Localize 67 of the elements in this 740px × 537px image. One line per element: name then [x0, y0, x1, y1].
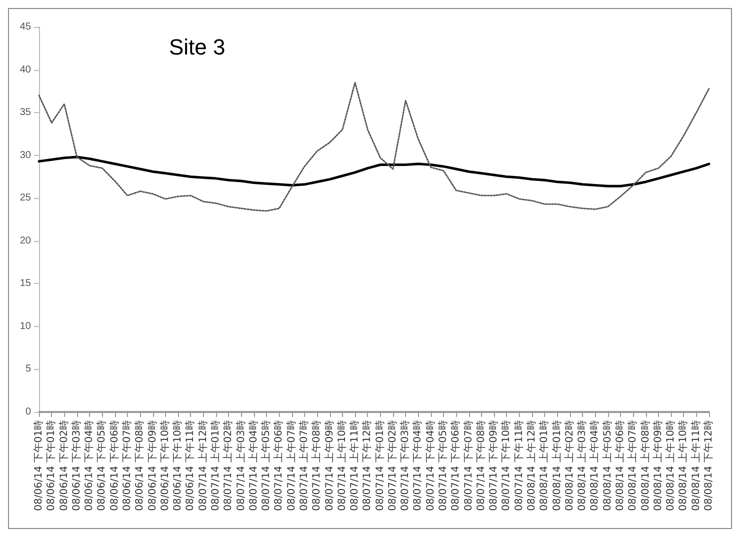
- x-tick-label: 08/07/14 上午11時: [348, 420, 361, 511]
- x-tick-label: 08/07/14 上午05時: [260, 420, 272, 511]
- x-tick-label: 08/08/14 上午06時: [614, 420, 626, 511]
- y-tick-label: 45: [20, 22, 32, 32]
- x-tick-label: 08/08/14 上午02時: [563, 420, 576, 511]
- x-tick-label: 08/08/14 上午01時: [550, 420, 563, 511]
- x-tick-label: 08/07/14 上午08時: [310, 420, 323, 511]
- x-tick-label: 08/06/14 下午02時: [58, 420, 70, 511]
- x-tick-label: 08/08/14 上午07時: [626, 420, 639, 511]
- x-tick-label: 08/06/14 下午10時: [158, 420, 171, 511]
- x-tick-label: 08/08/14 上午10時: [677, 420, 690, 511]
- x-tick-label: 08/07/14 下午11時: [512, 420, 525, 511]
- x-tick-label: 08/07/14 下午04時: [424, 420, 436, 511]
- x-tick-label: 08/07/14 下午04時: [412, 420, 424, 511]
- y-tick-label: 10: [20, 320, 32, 332]
- x-tick-label: 08/06/14 下午01時: [45, 420, 58, 511]
- x-tick-label: 08/06/14 下午10時: [172, 420, 184, 511]
- y-tick-label: 30: [20, 150, 32, 161]
- x-tick-label: 08/08/14 上午05時: [601, 420, 614, 511]
- y-tick-label: 25: [20, 192, 32, 204]
- y-tick-label: 5: [25, 364, 32, 375]
- x-tick-label: 08/07/14 上午07時: [285, 420, 298, 511]
- x-tick-label: 08/06/14 下午11時: [184, 420, 196, 511]
- y-tick-label: 15: [20, 278, 32, 290]
- y-tick-label: 40: [20, 64, 32, 76]
- x-tick-label: 08/08/14 上午08時: [639, 420, 652, 511]
- y-tick-label: 35: [20, 107, 32, 118]
- x-tick-label: 08/07/14 下午12時: [361, 420, 374, 511]
- x-tick-label: 08/07/14 下午06時: [450, 420, 462, 511]
- x-tick-label: 08/08/14 上午12時: [526, 420, 538, 511]
- y-tick-label: 20: [20, 235, 32, 246]
- x-tick-label: 08/07/14 上午09時: [323, 420, 336, 511]
- x-tick-label: 08/06/14 下午06時: [108, 420, 120, 511]
- x-tick-label: 08/06/14 下午07時: [120, 420, 133, 511]
- line-series: [38, 82, 710, 212]
- y-tick-label: 0: [25, 406, 32, 418]
- x-tick-label: 08/08/14 下午12時: [702, 420, 714, 511]
- x-tick-label: 08/07/14 下午01時: [374, 420, 386, 511]
- x-tick-label: 08/08/14 上午10時: [664, 420, 677, 511]
- x-tick-label: 08/06/14 下午05時: [96, 420, 108, 511]
- x-tick-label: 08/07/14 上午03時: [234, 420, 247, 511]
- x-tick-label: 08/08/14 上午09時: [652, 420, 664, 511]
- x-tick-label: 08/07/14 下午10時: [500, 420, 512, 511]
- x-tick-label: 08/07/14 上午01時: [209, 420, 222, 511]
- chart-title: Site 3: [169, 34, 226, 60]
- x-tick-label: 08/06/14 下午01時: [32, 420, 44, 511]
- x-tick-label: 08/06/14 下午09時: [146, 420, 158, 511]
- x-tick-label: 08/06/14 下午03時: [70, 420, 82, 511]
- x-tick-label: 08/08/14 上午04時: [588, 420, 601, 511]
- x-tick-label: 08/08/14 上午03時: [576, 420, 588, 511]
- line-series: [38, 156, 710, 188]
- x-tick-label: 08/07/14 下午05時: [437, 420, 450, 511]
- x-tick-label: 08/07/14 下午03時: [399, 420, 412, 511]
- x-tick-label: 08/07/14 上午04時: [247, 420, 260, 511]
- x-tick-label: 08/07/14 上午10時: [336, 420, 348, 511]
- x-tick-label: 08/07/14 下午02時: [386, 420, 398, 511]
- x-tick-label: 08/08/14 上午01時: [538, 420, 550, 511]
- x-tick-label: 08/07/14 下午08時: [474, 420, 487, 511]
- x-tick-label: 08/07/14 上午12時: [196, 420, 209, 511]
- x-tick-label: 08/06/14 下午04時: [83, 420, 96, 511]
- x-tick-label: 08/08/14 上午11時: [690, 420, 702, 511]
- x-tick-label: 08/07/14 下午07時: [462, 420, 474, 511]
- x-tick-label: 08/07/14 下午09時: [488, 420, 500, 511]
- x-tick-label: 08/07/14 上午07時: [298, 420, 310, 511]
- x-tick-label: 08/06/14 下午08時: [134, 420, 146, 511]
- x-tick-label: 08/07/14 上午02時: [222, 420, 234, 511]
- x-tick-label: 08/07/14 上午06時: [272, 420, 285, 511]
